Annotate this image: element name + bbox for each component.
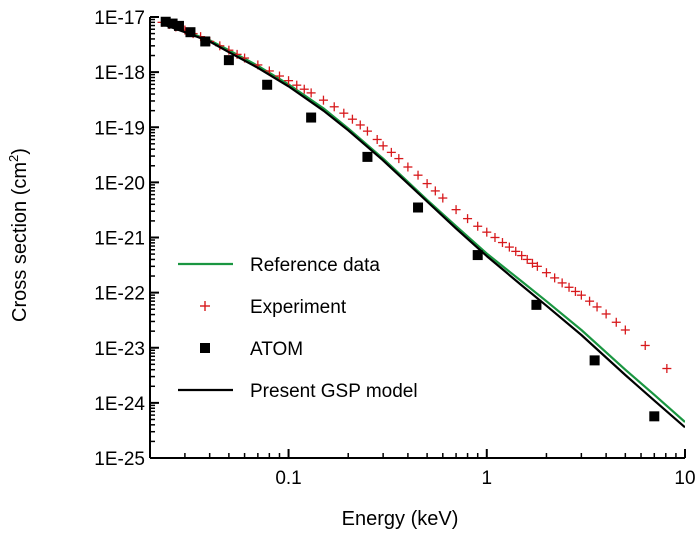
experiment-point (490, 233, 500, 242)
experiment-point (394, 154, 404, 164)
experiment-point (463, 214, 473, 224)
experiment-point (557, 278, 567, 288)
experiment-point (550, 273, 560, 283)
experiment-point (378, 141, 388, 151)
y-tick-label: 1E-17 (94, 8, 145, 29)
experiment-point (640, 340, 650, 350)
axes-layer: 1E-17 1E-18 1E-19 1E-20 1E-21 1E-22 1E-23 1E-24… (94, 8, 695, 489)
experiment-point (522, 254, 532, 264)
y-axis-label-sup: 2 (6, 155, 21, 162)
y-axis-label: Cross section (cm2) (6, 148, 31, 322)
atom-point (185, 27, 196, 38)
experiment-point (430, 186, 440, 196)
experiment-point (438, 193, 448, 203)
atom-point (306, 112, 317, 123)
experiment-point (576, 290, 586, 300)
experiment-point (451, 205, 461, 215)
atom-point (262, 79, 273, 90)
experiment-point (362, 126, 372, 136)
legend: Reference data Experiment ATOM Present GSP … (178, 255, 418, 402)
atom-point (413, 202, 424, 213)
legend-square-swatch (200, 343, 210, 353)
y-tick-label: 1E-20 (94, 173, 145, 194)
y-tick-label: 1E-22 (94, 284, 145, 305)
legend-label: Experiment (250, 297, 347, 318)
experiment-point (473, 221, 483, 231)
series-line-present-gsp-model (161, 22, 685, 429)
experiment-point (527, 258, 537, 268)
experiment-point (413, 170, 423, 180)
y-tick-label: 1E-24 (94, 394, 145, 415)
experiment-point (347, 114, 357, 124)
experiment-point (564, 282, 574, 292)
atom-point (223, 55, 234, 66)
experiment-point (274, 71, 284, 81)
y-tick-label: 1E-18 (94, 63, 145, 84)
experiment-point (497, 238, 507, 248)
experiment-point (611, 317, 621, 327)
y-axis-label-main: Cross section (cm (9, 162, 31, 322)
atom-point (160, 16, 171, 27)
experiment-point (403, 162, 413, 172)
experiment-point (601, 309, 611, 319)
series-layer (157, 16, 685, 429)
experiment-point (422, 179, 432, 189)
x-tick-label: 0.1 (275, 468, 301, 489)
legend-label: Present GSP model (250, 381, 418, 402)
legend-label: ATOM (250, 339, 303, 360)
experiment-point (585, 296, 595, 306)
experiment-point (299, 84, 309, 94)
series-line-reference-data (161, 21, 685, 423)
y-tick-label: 1E-23 (94, 339, 145, 360)
atom-point (173, 20, 184, 31)
experiment-point (517, 251, 527, 261)
atom-point (200, 36, 211, 47)
experiment-point (620, 325, 630, 335)
y-tick-label: 1E-19 (94, 118, 145, 139)
experiment-point (372, 134, 382, 144)
y-tick-label: 1E-25 (94, 449, 145, 470)
y-axis-label-tail: ) (9, 148, 31, 155)
x-tick-label: 10 (674, 468, 695, 489)
experiment-point (592, 302, 602, 312)
experiment-point (306, 88, 316, 98)
atom-point (362, 151, 373, 162)
experiment-point (504, 242, 514, 252)
experiment-point (318, 95, 328, 105)
atom-point (649, 411, 660, 422)
x-tick-label: 1 (481, 468, 492, 489)
experiment-point (541, 268, 551, 278)
atom-point (167, 18, 178, 29)
experiment-point (532, 261, 542, 271)
experiment-point (482, 227, 492, 237)
y-tick-label: 1E-21 (94, 229, 145, 250)
experiment-point (339, 108, 349, 118)
experiment-point (355, 120, 365, 130)
experiment-point (511, 246, 521, 256)
experiment-point (292, 80, 302, 90)
x-axis-label: Energy (keV) (342, 508, 459, 530)
experiment-point (386, 147, 396, 157)
experiment-point (570, 286, 580, 296)
atom-point (589, 355, 600, 366)
atom-point (531, 299, 542, 310)
experiment-point (284, 76, 294, 86)
experiment-point (662, 364, 672, 374)
legend-label: Reference data (250, 255, 380, 276)
atom-point (472, 250, 483, 261)
experiment-point (329, 102, 339, 112)
